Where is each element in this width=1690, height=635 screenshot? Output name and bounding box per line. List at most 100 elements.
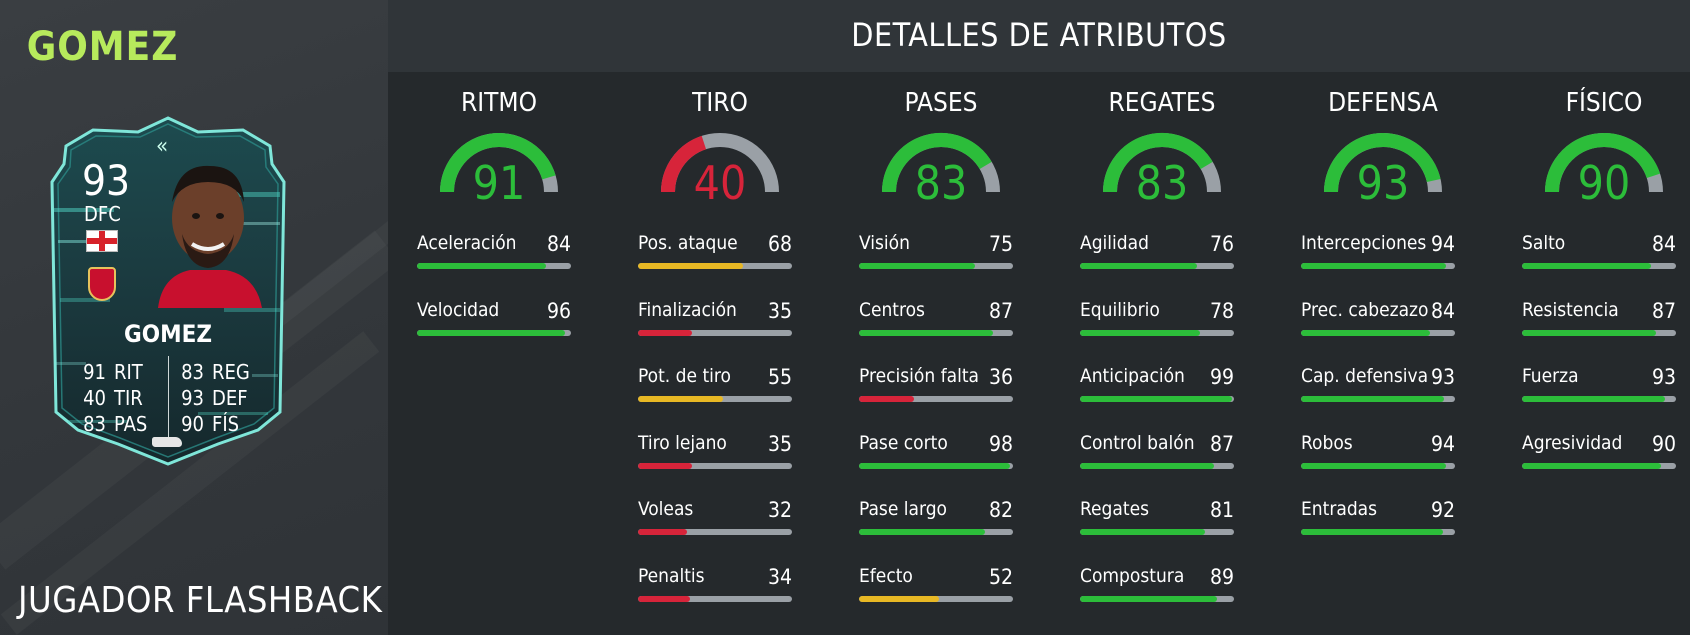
category-rating: 40 — [693, 156, 747, 210]
attribute-name: Penaltis — [638, 564, 705, 587]
attributes-header: DETALLES DE ATRIBUTOS — [388, 0, 1690, 72]
attribute-bar — [638, 263, 792, 269]
attribute-bar — [1080, 263, 1234, 269]
attribute-name: Regates — [1080, 498, 1149, 520]
card-stat-value: 83 — [181, 360, 204, 384]
attribute-name: Prec. cabezazo — [1301, 298, 1429, 321]
attribute-bar-fill — [1522, 263, 1652, 269]
card-stat-fis: 90 FÍS — [174, 412, 239, 436]
card-stat-label: FÍS — [212, 412, 240, 436]
card-stat-label: PAS — [114, 412, 148, 436]
attribute-value: 87 — [988, 298, 1013, 323]
category-gauge — [661, 133, 779, 193]
category-name: PASES — [904, 88, 978, 118]
attribute-bar — [859, 462, 1013, 469]
gauge-fill — [1545, 133, 1661, 193]
attribute-bar — [859, 396, 1013, 402]
attribute-value: 34 — [767, 564, 792, 589]
attribute-value: 55 — [767, 365, 792, 389]
attribute-value: 93 — [1651, 365, 1676, 389]
attribute-bar-fill — [1080, 462, 1214, 469]
attribute-value: 98 — [988, 431, 1013, 456]
category-2: PASES 83 Visión 75 Centros 87 Precisión falta 3… — [841, 72, 1041, 635]
card-stat-tir: 40 TIR — [76, 386, 143, 410]
attribute-bar-fill — [1301, 396, 1445, 402]
attribute-value: 94 — [1430, 232, 1455, 256]
category-gauge — [1545, 133, 1663, 193]
attribute-name: Entradas — [1301, 498, 1378, 520]
attribute-bar — [417, 329, 571, 336]
card-stat-label: TIR — [114, 386, 143, 410]
category-gauge — [882, 133, 1000, 193]
attribute-bar — [1301, 462, 1455, 469]
attribute-name: Voleas — [638, 498, 694, 520]
attribute-name: Resistencia — [1522, 298, 1619, 321]
attribute-name: Intercepciones — [1301, 232, 1427, 254]
attributes-title: DETALLES DE ATRIBUTOS — [851, 16, 1227, 54]
attribute-name: Agilidad — [1080, 232, 1149, 254]
attribute-name: Aceleración — [417, 232, 517, 254]
card-stat-value: 91 — [83, 360, 106, 384]
attribute-bar — [638, 595, 792, 602]
card-stat-value: 90 — [181, 412, 204, 436]
attribute-bar — [638, 462, 792, 469]
attribute-bar-fill — [1522, 396, 1666, 402]
gauge-fill — [440, 133, 556, 193]
boot-icon — [152, 437, 182, 447]
attribute-bar — [1522, 396, 1676, 402]
attribute-bar-fill — [1522, 329, 1656, 336]
category-0: RITMO 91 Aceleración 84 Velocidad 96 — [399, 72, 599, 635]
attribute-bar — [1522, 329, 1676, 336]
attribute-name: Visión — [859, 232, 910, 254]
attribute-bar-fill — [638, 595, 691, 602]
attribute-bar — [859, 529, 1013, 535]
attribute-value: 32 — [767, 498, 792, 522]
attribute-name: Pase largo — [859, 498, 948, 520]
attribute-bar-fill — [1522, 462, 1661, 469]
attribute-name: Control balón — [1080, 431, 1195, 454]
attribute-value: 99 — [1209, 365, 1234, 389]
attribute-value: 92 — [1430, 498, 1455, 522]
attribute-value: 76 — [1209, 232, 1234, 256]
attribute-bar — [859, 329, 1013, 336]
attribute-value: 94 — [1430, 431, 1455, 456]
attribute-bar-fill — [859, 329, 993, 336]
attribute-name: Robos — [1301, 431, 1353, 454]
player-card[interactable]: « 93 DFC GOMEZ 91 RIT 40 TIR 83 PAS 83 REG 9… — [48, 112, 288, 472]
attribute-bar — [1301, 529, 1455, 535]
attribute-name: Tiro lejano — [638, 431, 727, 454]
attribute-name: Salto — [1522, 232, 1566, 254]
attribute-bar-fill — [1301, 462, 1446, 469]
attribute-value: 89 — [1209, 564, 1234, 589]
card-stat-reg: 83 REG — [174, 360, 250, 384]
attribute-bar-fill — [638, 263, 743, 269]
gauge-fill — [882, 133, 992, 193]
attribute-name: Pase corto — [859, 431, 948, 454]
attribute-bar — [1080, 595, 1234, 602]
category-name: TIRO — [692, 88, 748, 118]
category-5: FÍSICO 90 Salto 84 Resistencia 87 Fuerza 93 Agre… — [1504, 72, 1690, 635]
attribute-bar-fill — [859, 529, 986, 535]
attribute-value: 84 — [1430, 298, 1455, 323]
card-stat-label: REG — [212, 360, 250, 384]
liverpool-crest-icon — [88, 267, 116, 301]
attribute-value: 68 — [767, 232, 792, 256]
card-stat-value: 83 — [83, 412, 106, 436]
attribute-bar — [859, 595, 1013, 602]
category-gauge — [1103, 133, 1221, 193]
category-rating: 83 — [914, 156, 968, 210]
category-name: FÍSICO — [1565, 88, 1643, 118]
card-stat-value: 40 — [83, 386, 106, 410]
attribute-bar — [1522, 263, 1676, 269]
attribute-bar — [638, 396, 792, 402]
gauge-fill — [1324, 133, 1441, 193]
attribute-name: Pot. de tiro — [638, 365, 731, 387]
attribute-bar-fill — [859, 595, 940, 602]
attribute-bar-fill — [1080, 529, 1205, 535]
attribute-name: Finalización — [638, 298, 737, 321]
attribute-bar-fill — [859, 396, 915, 402]
category-3: REGATES 83 Agilidad 76 Equilibrio 78 Anticipac… — [1062, 72, 1262, 635]
category-name: RITMO — [460, 88, 538, 118]
attribute-bar — [638, 529, 792, 535]
attribute-bar-fill — [417, 329, 565, 336]
